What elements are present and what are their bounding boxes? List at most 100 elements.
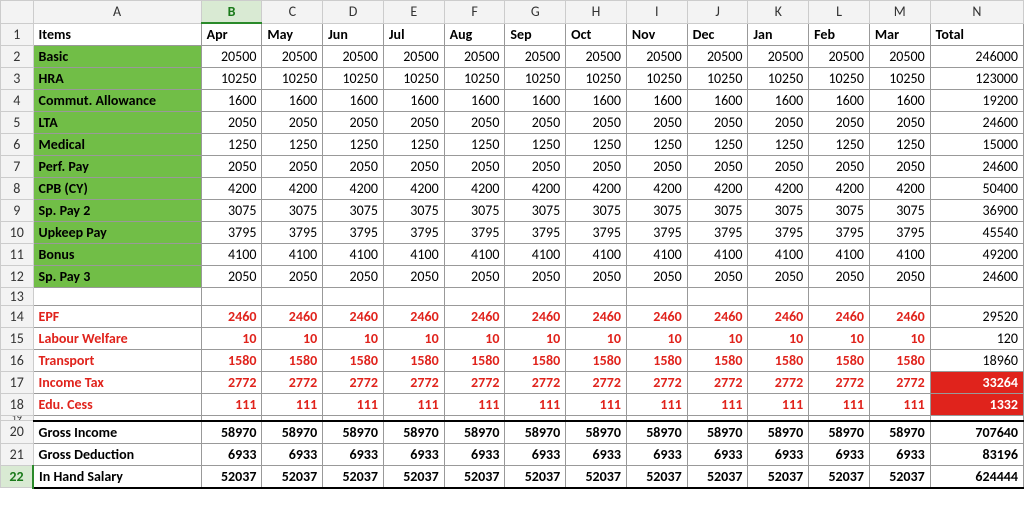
deduction-value[interactable]: 10 <box>383 328 444 350</box>
deduction-total[interactable]: 29520 <box>930 306 1023 328</box>
deduction-value[interactable]: 2460 <box>262 306 323 328</box>
row-header-21[interactable]: 21 <box>1 443 34 465</box>
deduction-value[interactable]: 1580 <box>626 350 687 372</box>
deduction-value[interactable]: 1580 <box>201 350 262 372</box>
row-header-17[interactable]: 17 <box>1 372 34 394</box>
earning-value[interactable]: 1250 <box>444 134 505 156</box>
earning-total[interactable]: 24600 <box>930 112 1023 134</box>
earning-label[interactable]: Medical <box>33 134 201 156</box>
earning-value[interactable]: 1250 <box>566 134 627 156</box>
earning-value[interactable]: 1600 <box>505 90 566 112</box>
earning-value[interactable]: 1250 <box>323 134 384 156</box>
summary-value[interactable]: 58970 <box>809 421 870 444</box>
earning-value[interactable]: 2050 <box>626 266 687 288</box>
earning-value[interactable]: 3075 <box>262 200 323 222</box>
earning-total[interactable]: 45540 <box>930 222 1023 244</box>
earning-value[interactable]: 2050 <box>748 266 809 288</box>
earning-total[interactable]: 123000 <box>930 68 1023 90</box>
col-header-D[interactable]: D <box>323 1 384 24</box>
earning-total[interactable]: 19200 <box>930 90 1023 112</box>
earning-value[interactable]: 1250 <box>262 134 323 156</box>
earning-value[interactable]: 2050 <box>869 156 930 178</box>
summary-value[interactable]: 6933 <box>201 443 262 465</box>
earning-value[interactable]: 1600 <box>323 90 384 112</box>
deduction-value[interactable]: 1580 <box>809 350 870 372</box>
earning-value[interactable]: 4200 <box>262 178 323 200</box>
summary-total[interactable]: 83196 <box>930 443 1023 465</box>
summary-value[interactable]: 58970 <box>262 421 323 444</box>
earning-total[interactable]: 24600 <box>930 266 1023 288</box>
summary-value[interactable]: 6933 <box>323 443 384 465</box>
spreadsheet[interactable]: ABCDEFGHIJKLMN1ItemsAprMayJunJulAugSepOc… <box>0 0 1024 489</box>
deduction-value[interactable]: 2772 <box>383 372 444 394</box>
earning-value[interactable]: 3075 <box>566 200 627 222</box>
earning-value[interactable]: 20500 <box>869 46 930 68</box>
earning-value[interactable]: 10250 <box>201 68 262 90</box>
earning-value[interactable]: 4100 <box>201 244 262 266</box>
deduction-value[interactable]: 2460 <box>809 306 870 328</box>
row-header-2[interactable]: 2 <box>1 46 34 68</box>
col-header-M[interactable]: M <box>869 1 930 24</box>
earning-value[interactable]: 3075 <box>444 200 505 222</box>
earning-value[interactable]: 10250 <box>566 68 627 90</box>
summary-value[interactable]: 52037 <box>626 465 687 488</box>
earning-value[interactable]: 3075 <box>505 200 566 222</box>
earning-value[interactable]: 10250 <box>748 68 809 90</box>
deduction-value[interactable]: 2772 <box>869 372 930 394</box>
deduction-label[interactable]: Income Tax <box>33 372 201 394</box>
earning-value[interactable]: 10250 <box>687 68 748 90</box>
earning-value[interactable]: 2050 <box>262 156 323 178</box>
earning-value[interactable]: 3075 <box>323 200 384 222</box>
earning-value[interactable]: 1600 <box>262 90 323 112</box>
earning-value[interactable]: 3795 <box>505 222 566 244</box>
deduction-value[interactable]: 1580 <box>505 350 566 372</box>
earning-value[interactable]: 20500 <box>262 46 323 68</box>
summary-value[interactable]: 6933 <box>262 443 323 465</box>
deduction-value[interactable]: 10 <box>748 328 809 350</box>
deduction-value[interactable]: 1580 <box>687 350 748 372</box>
row-header-16[interactable]: 16 <box>1 350 34 372</box>
earning-value[interactable]: 4200 <box>687 178 748 200</box>
earning-label[interactable]: Upkeep Pay <box>33 222 201 244</box>
earning-value[interactable]: 2050 <box>505 156 566 178</box>
earning-value[interactable]: 20500 <box>323 46 384 68</box>
earning-value[interactable]: 20500 <box>201 46 262 68</box>
deduction-value[interactable]: 2772 <box>626 372 687 394</box>
earning-total[interactable]: 246000 <box>930 46 1023 68</box>
earning-value[interactable]: 1250 <box>748 134 809 156</box>
deduction-value[interactable]: 111 <box>201 394 262 416</box>
earning-value[interactable]: 4100 <box>809 244 870 266</box>
summary-value[interactable]: 6933 <box>687 443 748 465</box>
earning-total[interactable]: 36900 <box>930 200 1023 222</box>
earning-value[interactable]: 4100 <box>323 244 384 266</box>
deduction-value[interactable]: 2460 <box>626 306 687 328</box>
summary-value[interactable]: 52037 <box>748 465 809 488</box>
deduction-value[interactable]: 1580 <box>748 350 809 372</box>
earning-value[interactable]: 20500 <box>687 46 748 68</box>
earning-value[interactable]: 1600 <box>748 90 809 112</box>
earning-value[interactable]: 1600 <box>687 90 748 112</box>
earning-value[interactable]: 2050 <box>687 112 748 134</box>
deduction-value[interactable]: 10 <box>687 328 748 350</box>
earning-value[interactable]: 2050 <box>505 266 566 288</box>
col-header-E[interactable]: E <box>383 1 444 24</box>
deduction-value[interactable]: 1580 <box>323 350 384 372</box>
earning-value[interactable]: 3795 <box>444 222 505 244</box>
deduction-value[interactable]: 2460 <box>566 306 627 328</box>
summary-value[interactable]: 52037 <box>687 465 748 488</box>
earning-value[interactable]: 20500 <box>505 46 566 68</box>
earning-label[interactable]: HRA <box>33 68 201 90</box>
summary-value[interactable]: 6933 <box>566 443 627 465</box>
earning-label[interactable]: Basic <box>33 46 201 68</box>
summary-value[interactable]: 6933 <box>626 443 687 465</box>
deduction-value[interactable]: 1580 <box>383 350 444 372</box>
summary-value[interactable]: 52037 <box>262 465 323 488</box>
row-header-3[interactable]: 3 <box>1 68 34 90</box>
earning-value[interactable]: 3795 <box>566 222 627 244</box>
earning-value[interactable]: 4100 <box>687 244 748 266</box>
earning-value[interactable]: 2050 <box>383 156 444 178</box>
deduction-label[interactable]: Edu. Cess <box>33 394 201 416</box>
month-header-may[interactable]: May <box>262 23 323 46</box>
deduction-value[interactable]: 10 <box>262 328 323 350</box>
deduction-value[interactable]: 2460 <box>383 306 444 328</box>
